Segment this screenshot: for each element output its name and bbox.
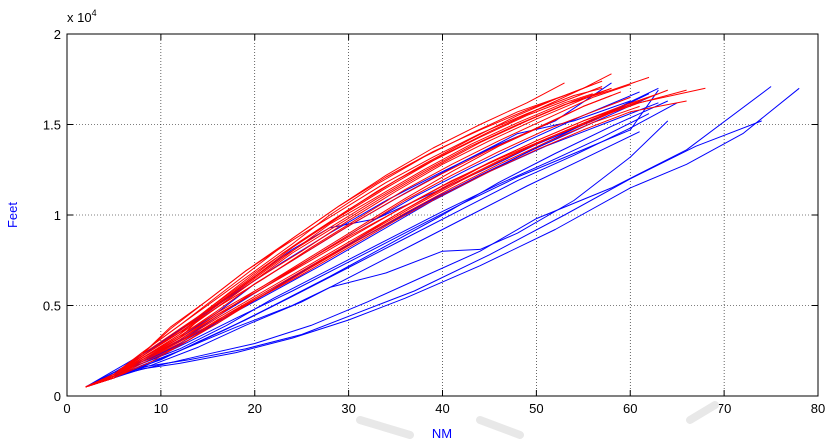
x-tick-label: 20 [248, 401, 262, 416]
y-tick-label: 2 [54, 27, 61, 42]
red-series-line [85, 87, 612, 388]
series-layer [85, 73, 800, 388]
y-tick-label: 1 [54, 208, 61, 223]
x-tick-label: 50 [529, 401, 543, 416]
x-tick-label: 30 [341, 401, 355, 416]
red-series-line [85, 84, 593, 388]
y-axis-label: Feet [5, 202, 20, 228]
blue-series-line [85, 102, 678, 388]
y-tick-label: 0 [54, 389, 61, 404]
x-tick-label: 60 [623, 401, 637, 416]
red-series-line [85, 95, 612, 388]
red-series-line [85, 93, 659, 388]
red-series-line [85, 100, 687, 388]
y-tick-label: 0.5 [43, 299, 61, 314]
red-series-line [85, 86, 603, 388]
x-tick-label: 0 [63, 401, 70, 416]
y-multiplier-label: x 104 [67, 8, 97, 25]
x-tick-label: 80 [811, 401, 825, 416]
y-multiplier-exponent: 4 [92, 8, 97, 18]
y-tick-label: 1.5 [43, 118, 61, 133]
red-series-line [85, 105, 640, 388]
blue-series-line [85, 100, 669, 388]
x-axis-label: NM [432, 426, 452, 441]
blue-series-line [85, 89, 659, 388]
tick-marks [66, 33, 819, 397]
blue-series-line [85, 131, 640, 388]
x-tick-label: 10 [154, 401, 168, 416]
blue-series-line [85, 86, 772, 388]
y-multiplier-base: x 10 [67, 10, 92, 25]
x-tick-label: 40 [435, 401, 449, 416]
x-tick-label: 70 [717, 401, 731, 416]
